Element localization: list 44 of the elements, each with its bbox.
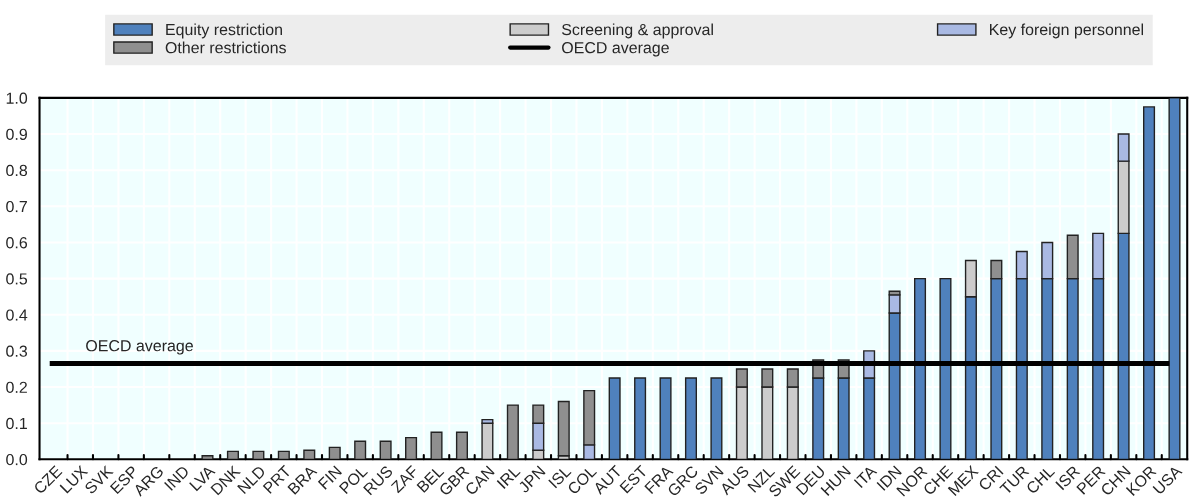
- bar: [277, 450, 290, 460]
- bar: [226, 450, 239, 460]
- y-tick-label: 0.0: [6, 453, 28, 466]
- legend-label: Other restrictions: [165, 41, 286, 54]
- bar: [684, 377, 698, 460]
- y-tick-label: 0.1: [6, 417, 27, 430]
- bar: [710, 377, 723, 460]
- bar: [303, 449, 316, 460]
- bar: [252, 450, 265, 460]
- legend-label: Key foreign personnel: [990, 23, 1144, 39]
- bar: [557, 400, 570, 457]
- y-tick-label: 0.4: [6, 309, 28, 321]
- bar: [481, 422, 494, 460]
- bar: [1143, 106, 1156, 460]
- bar: [939, 277, 952, 460]
- bar: [608, 377, 621, 460]
- legend-label: Equity restriction: [166, 23, 282, 39]
- y-tick-label: 0.6: [6, 237, 28, 249]
- x-tick-label: IRL: [496, 464, 521, 489]
- bar: [405, 436, 418, 460]
- x-tick-label: BRA: [287, 464, 318, 495]
- y-tick-label: 0.8: [6, 164, 28, 177]
- bar: [354, 440, 367, 460]
- legend-label: OECD average: [562, 42, 669, 57]
- bar: [659, 377, 672, 460]
- bar: [634, 377, 647, 460]
- bar: [201, 455, 214, 460]
- x-tick-label: ITA: [853, 464, 878, 489]
- bar: [506, 404, 519, 460]
- y-tick-label: 1.0: [6, 92, 28, 104]
- y-tick-label: 0.5: [6, 273, 28, 285]
- bar: [455, 431, 469, 460]
- bar: [379, 440, 392, 460]
- bar: [430, 431, 443, 460]
- y-tick-label: 0.9: [6, 128, 27, 140]
- x-tick-label: IND: [164, 465, 190, 491]
- bar: [1168, 97, 1181, 460]
- y-tick-label: 0.7: [6, 200, 27, 213]
- text: OECD average: [86, 340, 193, 355]
- bar: [328, 446, 341, 460]
- y-tick-label: 0.2: [6, 381, 27, 393]
- bar: [913, 277, 927, 460]
- y-tick-label: 0.3: [6, 345, 28, 357]
- legend-label: Screening & approval: [561, 23, 713, 39]
